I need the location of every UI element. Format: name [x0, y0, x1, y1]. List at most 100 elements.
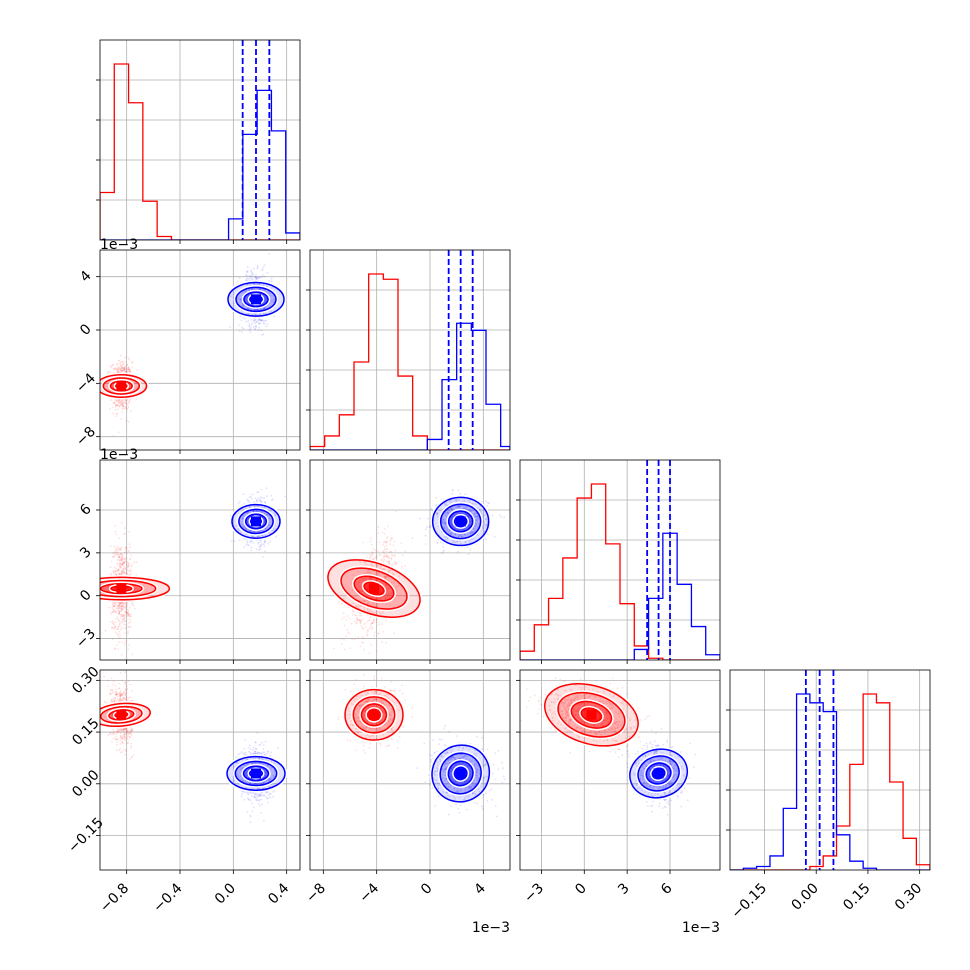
scatter-point — [354, 614, 357, 616]
contour-line — [100, 374, 148, 398]
scatter-point — [454, 498, 457, 501]
density-peak — [251, 516, 261, 527]
scatter-point — [110, 731, 112, 734]
scatter-point — [454, 532, 457, 535]
scatter-point — [459, 505, 462, 507]
scatter-point — [450, 519, 452, 522]
scatter-point — [264, 306, 267, 309]
scatter-point — [258, 326, 261, 329]
scatter-point — [128, 607, 131, 609]
scatter-point — [121, 570, 123, 573]
scatter-point — [238, 529, 241, 531]
scatter-point — [259, 319, 262, 322]
scatter-point — [258, 288, 261, 291]
scatter-point — [452, 540, 454, 543]
scatter-point — [262, 322, 265, 325]
scatter-point — [371, 622, 374, 624]
scatter-point — [124, 626, 127, 629]
scatter-point — [370, 577, 372, 580]
scatter-point — [123, 696, 125, 699]
scatter-point — [132, 754, 135, 756]
scatter-point — [130, 569, 132, 572]
scatter-point — [372, 602, 374, 605]
scatter-point — [268, 292, 271, 295]
scatter-point — [119, 605, 121, 608]
scatter-point — [129, 557, 132, 560]
scatter-point — [469, 508, 471, 511]
scatter-point — [263, 506, 266, 509]
scatter-point — [447, 511, 449, 513]
scatter-point — [123, 736, 125, 738]
scatter-point — [118, 572, 121, 575]
scatter-point — [118, 620, 120, 623]
scatter-point — [115, 399, 118, 402]
scatter-point — [435, 512, 438, 515]
scatter-point — [130, 733, 133, 736]
scatter-point — [118, 401, 121, 404]
scatter-point — [264, 501, 267, 504]
scatter-point — [119, 602, 122, 604]
scatter-point — [343, 638, 345, 641]
scatter-point — [245, 320, 248, 323]
scatter-point — [119, 562, 122, 565]
scatter-point — [369, 625, 372, 628]
scatter-point — [120, 567, 122, 569]
scatter-point — [113, 545, 116, 548]
scatter-point — [333, 647, 335, 650]
scatter-point — [450, 516, 453, 519]
scatter-point — [125, 611, 127, 614]
scatter-point — [118, 728, 120, 731]
contour-halo — [438, 501, 484, 541]
scatter-point — [119, 751, 122, 754]
scatter-point — [447, 531, 450, 533]
scatter-point — [269, 518, 271, 520]
scatter-point — [118, 555, 121, 558]
scatter-point — [114, 735, 117, 738]
scatter-point — [360, 586, 363, 589]
scatter-point — [115, 403, 118, 406]
scatter-point — [262, 556, 264, 558]
scatter-point — [120, 368, 122, 370]
scatter-point — [263, 288, 265, 291]
panel-3-0: −0.150.000.150.30−0.8 −0.4 0.0 0.4 — [65, 664, 301, 916]
scatter-point — [387, 570, 390, 573]
scatter-point — [126, 561, 129, 563]
scatter-point — [122, 367, 124, 370]
scatter-point — [452, 515, 455, 518]
scatter-point — [125, 563, 128, 565]
scatter-point — [359, 605, 362, 607]
scatter-point — [113, 626, 116, 628]
scatter-point — [259, 318, 261, 321]
scatter-point — [123, 728, 125, 730]
scatter-point — [126, 566, 129, 569]
scatter-point — [400, 542, 403, 545]
scatter-point — [472, 531, 475, 534]
scatter-point — [377, 532, 380, 535]
scatter-point — [246, 520, 249, 523]
scatter-point — [371, 620, 374, 623]
scatter-point — [257, 535, 259, 538]
contour-halo — [100, 372, 149, 400]
scatter-point — [123, 734, 126, 737]
scatter-point — [118, 641, 120, 644]
scatter-point — [238, 500, 241, 503]
scatter-point — [475, 523, 477, 526]
scatter-point — [127, 632, 129, 635]
scatter-point — [368, 652, 371, 655]
scatter-point — [457, 535, 460, 537]
scatter-point — [359, 619, 362, 621]
scatter-point — [126, 572, 129, 575]
scatter-point — [125, 750, 127, 752]
scatter-point — [343, 648, 346, 651]
scatter-point — [386, 590, 389, 593]
scatter-point — [123, 558, 126, 560]
scatter-point — [360, 620, 362, 623]
scatter-point — [271, 498, 274, 501]
scatter-point — [117, 569, 119, 571]
scatter-point — [393, 555, 396, 558]
scatter-point — [109, 621, 112, 624]
scatter-point — [361, 636, 364, 638]
scatter-point — [256, 264, 259, 267]
scatter-point — [239, 298, 242, 301]
scatter-point — [255, 326, 258, 328]
